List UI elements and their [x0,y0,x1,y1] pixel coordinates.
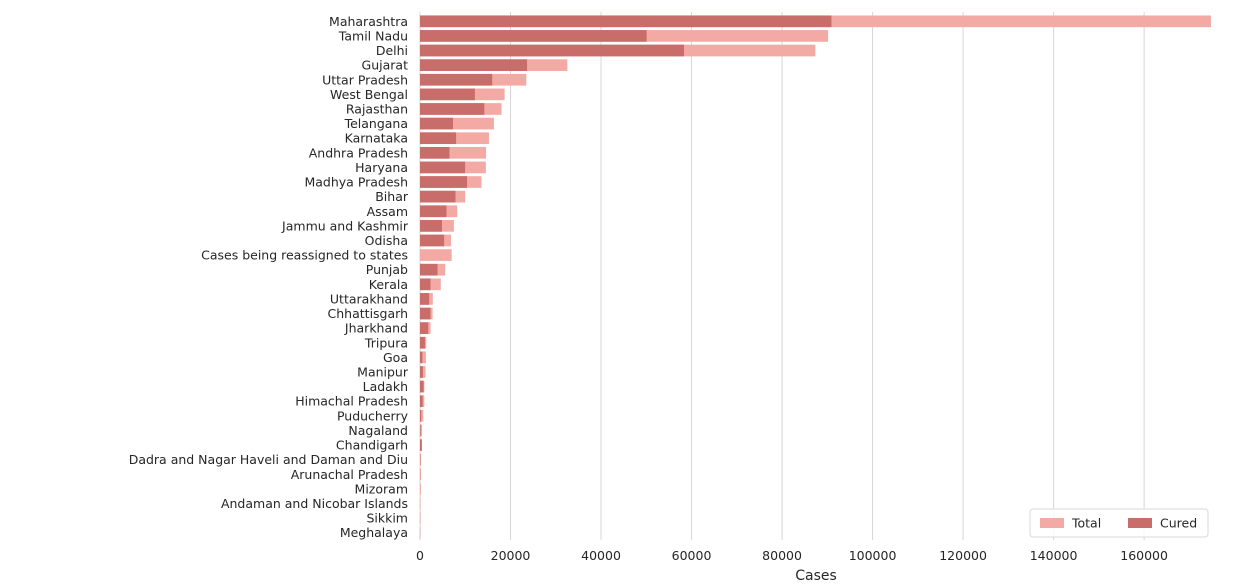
category-label-chandigarh: Chandigarh [336,438,408,453]
bar-total-puducherry [420,409,424,422]
legend-label-cured: Cured [1160,516,1197,531]
category-label-uttar-pradesh: Uttar Pradesh [322,72,408,87]
category-label-west-bengal: West Bengal [330,87,408,102]
category-label-andhra-pradesh: Andhra Pradesh [309,145,408,160]
category-label-cases-being-reassigned-to-states: Cases being reassigned to states [201,248,408,263]
bar-cured-delhi [420,44,685,57]
category-label-madhya-pradesh: Madhya Pradesh [304,175,408,190]
bar-cured-jammu-and-kashmir [420,220,442,232]
bar-total-nagaland [420,424,423,437]
x-tick-20000: 20000 [491,548,531,563]
bar-cured-nagaland [420,424,421,437]
series-total-bars [420,15,1211,539]
category-label-bihar: Bihar [375,189,409,204]
category-label-jammu-and-kashmir: Jammu and Kashmir [281,218,409,233]
x-axis-title: Cases [795,568,837,584]
x-tick-100000: 100000 [849,548,897,563]
x-tick-120000: 120000 [939,548,987,563]
bar-cured-chandigarh [420,439,422,451]
bar-cured-punjab [420,263,438,276]
category-label-haryana: Haryana [355,160,408,175]
bar-total-andhra-pradesh [420,146,487,159]
bar-total-telangana [420,117,494,130]
category-label-manipur: Manipur [357,364,409,379]
category-label-jharkhand: Jharkhand [344,321,408,336]
bar-cured-ladakh [420,380,424,393]
x-tick-labels: 0 20000 40000 60000 80000 100000 120000 140000 1… [416,548,1168,563]
x-tick-140000: 140000 [1030,548,1078,563]
gridlines [419,12,1145,540]
bar-total-arunachal-pradesh [420,468,421,481]
category-label-meghalaya: Meghalaya [340,525,408,540]
legend-swatch-total [1040,518,1064,528]
bar-cured-odisha [420,234,445,247]
bar-cured-karnataka [420,132,457,145]
category-label-delhi: Delhi [376,43,408,58]
category-label-chhattisgarh: Chhattisgarh [328,306,408,321]
category-label-uttarakhand: Uttarakhand [330,291,408,306]
bar-cured-jharkhand [420,322,429,334]
bar-cured-puducherry [420,409,422,422]
bar-cured-bihar [420,190,456,203]
category-label-rajasthan: Rajasthan [346,101,408,116]
category-label-kerala: Kerala [369,277,408,292]
bar-cured-uttar-pradesh [420,73,493,86]
bar-total-cases-being-reassigned-to-states [420,249,452,261]
category-label-karnataka: Karnataka [345,131,408,146]
bar-total-goa [420,351,426,364]
legend-swatch-cured [1128,518,1152,528]
x-tick-40000: 40000 [581,548,621,563]
bar-cured-chhattisgarh [420,307,431,320]
bar-cured-himachal-pradesh [420,395,423,408]
legend-frame [1029,508,1209,538]
category-label-punjab: Punjab [366,262,408,277]
category-label-sikkim: Sikkim [366,511,408,526]
category-label-andaman-and-nicobar-islands: Andaman and Nicobar Islands [221,496,408,511]
bar-cured-manipur [420,366,423,378]
bar-cured-andhra-pradesh [420,146,450,159]
bar-cured-goa [420,351,423,364]
category-label-tamil-nadu: Tamil Nadu [338,28,408,43]
category-label-puducherry: Puducherry [337,408,409,423]
category-label-mizoram: Mizoram [355,481,408,496]
category-label-dadra-and-nagar-haveli-and-daman-and-diu: Dadra and Nagar Haveli and Daman and Diu [129,452,408,467]
category-label-nagaland: Nagaland [348,423,408,438]
bar-cured-kerala [420,278,431,291]
x-tick-160000: 160000 [1120,548,1168,563]
category-label-tripura: Tripura [364,335,408,350]
bar-cured-west-bengal [420,88,475,101]
category-label-telangana: Telangana [344,116,408,131]
bar-cured-tripura [420,336,425,349]
bar-cured-rajasthan [420,103,485,115]
bar-cured-uttarakhand [420,293,430,305]
legend-label-total: Total [1071,516,1101,531]
bar-cured-madhya-pradesh [420,176,468,188]
legend: Total Cured [1029,508,1209,538]
x-tick-60000: 60000 [672,548,712,563]
series-cured-bars [420,15,832,539]
category-label-ladakh: Ladakh [363,379,408,394]
bar-total-mizoram [420,483,421,495]
category-label-himachal-pradesh: Himachal Pradesh [295,394,408,409]
category-label-odisha: Odisha [365,233,408,248]
bar-cured-telangana [420,117,454,130]
bar-total-dadra-and-nagar-haveli-and-daman-and-diu [420,453,421,466]
bar-cured-assam [420,205,447,218]
bar-cured-gujarat [420,59,528,71]
bar-cured-tamil-nadu [420,30,647,42]
category-label-arunachal-pradesh: Arunachal Pradesh [291,467,408,482]
x-tick-0: 0 [416,548,424,563]
category-label-maharashtra: Maharashtra [329,14,408,29]
category-label-assam: Assam [367,204,408,219]
category-label-gujarat: Gujarat [362,58,409,73]
category-label-goa: Goa [383,350,408,365]
x-tick-80000: 80000 [762,548,802,563]
bar-cured-maharashtra [420,15,832,28]
bar-cured-haryana [420,161,466,174]
